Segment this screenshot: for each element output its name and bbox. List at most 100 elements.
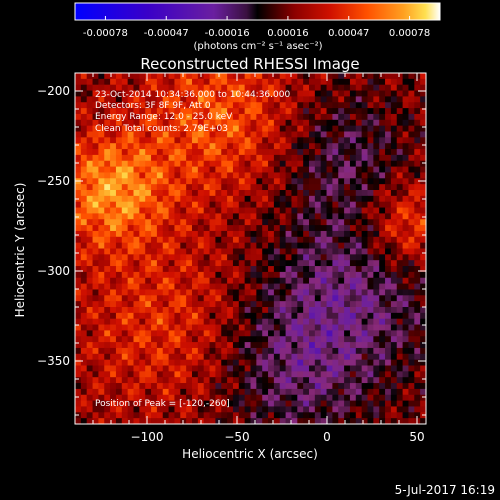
heatmap-cell [385,201,392,208]
heatmap-cell [273,353,281,361]
heatmap-cell [390,406,398,413]
heatmap-cell [215,330,222,337]
heatmap-cell [367,219,374,226]
heatmap-cell [80,236,88,244]
heatmap-cell [98,418,105,425]
heatmap-cell [291,160,298,167]
heatmap-cell [285,195,292,203]
heatmap-cell [110,307,117,314]
heatmap-cell [408,113,415,121]
heatmap-cell [127,418,134,425]
heatmap-cell [98,394,105,401]
heatmap-cell [379,342,386,349]
heatmap-cell [402,289,409,296]
heatmap-cell [75,219,82,226]
heatmap-cell [297,242,304,249]
heatmap-cell [156,412,164,419]
heatmap-cell [92,312,99,320]
heatmap-cell [303,347,310,355]
heatmap-cell [344,283,351,290]
heatmap-cell [297,359,304,366]
heatmap-cell [139,84,146,91]
heatmap-cell [367,283,374,290]
heatmap-cell [396,307,403,314]
heatmap-cell [215,131,222,138]
heatmap-cell [180,307,187,314]
heatmap-cell [385,219,392,226]
heatmap-cell [203,242,210,249]
heatmap-cell [355,195,363,203]
heatmap-cell [75,149,82,156]
heatmap-cell [156,190,164,197]
heatmap-cell [203,125,210,132]
heatmap-cell [408,283,415,290]
heatmap-cell [332,336,339,343]
heatmap-cell [180,219,187,226]
heatmap-cell [174,406,181,413]
heatmap-cell [244,312,251,320]
heatmap-cell [203,166,210,173]
heatmap-cell [268,365,275,372]
heatmap-cell [349,184,357,191]
heatmap-cell [92,260,99,267]
heatmap-cell [115,318,123,325]
heatmap-cell [121,400,129,407]
heatmap-cell [297,377,304,384]
heatmap-cell [92,119,99,127]
heatmap-cell [115,277,123,284]
heatmap-cell [75,277,82,284]
heatmap-cell [115,225,123,232]
heatmap-cell [75,295,82,302]
heatmap-cell [98,359,105,366]
heatmap-cell [396,219,403,226]
heatmap-cell [203,108,210,115]
heatmap-cell [309,295,316,302]
heatmap-cell [121,383,129,390]
heatmap-cell [379,295,386,302]
heatmap-cell [168,342,175,349]
heatmap-cell [104,225,111,232]
heatmap-cell [373,248,380,255]
heatmap-cell [162,137,169,144]
heatmap-cell [139,108,146,115]
heatmap-cell [186,137,193,144]
heatmap-cell [291,377,298,384]
heatmap-cell [396,207,403,214]
heatmap-cell [309,131,316,138]
heatmap-cell [215,271,222,279]
heatmap-cell [133,213,140,220]
heatmap-cell [385,73,392,80]
x-tick-label: 50 [409,430,424,444]
heatmap-cell [309,113,316,121]
heatmap-cell [139,260,146,267]
heatmap-cell [180,84,187,91]
heatmap-cell [309,166,316,173]
heatmap-cell [127,412,134,419]
heatmap-cell [309,219,316,226]
heatmap-cell [209,131,216,138]
heatmap-cell [156,336,164,343]
heatmap-cell [186,336,193,343]
heatmap-cell [227,400,234,407]
heatmap-cell [232,102,240,109]
heatmap-cell [262,353,269,361]
heatmap-cell [221,324,228,331]
heatmap-cell [273,90,281,97]
heatmap-cell [273,201,281,208]
heatmap-cell [197,283,205,290]
heatmap-cell [379,307,386,314]
heatmap-cell [250,283,257,290]
heatmap-cell [86,219,93,226]
heatmap-cell [139,359,146,366]
heatmap-cell [104,131,111,138]
heatmap-cell [145,119,152,127]
annotation-clean: Clean Total counts: 2.79E+03 [95,124,228,134]
heatmap-cell [285,154,292,162]
heatmap-cell [309,190,316,197]
heatmap-cell [98,184,105,191]
heatmap-cell [203,312,210,320]
heatmap-cell [180,201,187,208]
heatmap-cell [326,312,333,320]
heatmap-cell [86,377,93,384]
heatmap-cell [338,90,345,97]
